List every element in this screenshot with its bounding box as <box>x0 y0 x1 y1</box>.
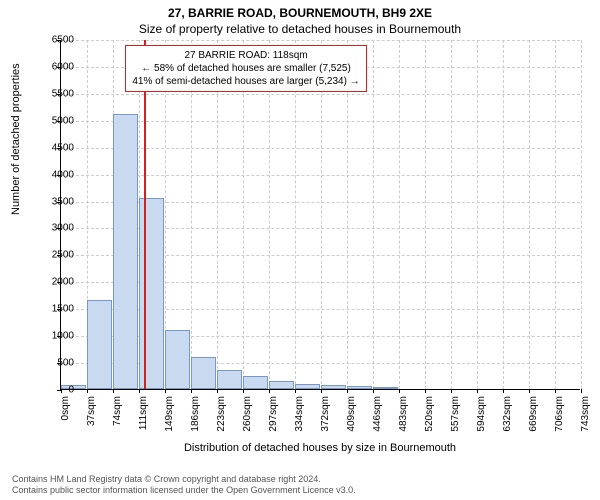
ytick-label: 2000 <box>34 277 74 288</box>
xtick-label: 37sqm <box>86 396 97 436</box>
gridline-vertical <box>555 40 556 389</box>
histogram-bar <box>191 357 216 389</box>
xtick-label: 520sqm <box>424 396 435 436</box>
xtick-label: 260sqm <box>242 396 253 436</box>
gridline-vertical <box>503 40 504 389</box>
histogram-bar <box>321 385 346 389</box>
xtick-mark <box>451 389 452 393</box>
xtick-label: 483sqm <box>398 396 409 436</box>
histogram-bar <box>113 114 138 389</box>
xtick-label: 446sqm <box>372 396 383 436</box>
gridline-vertical <box>581 40 582 389</box>
xtick-label: 632sqm <box>502 396 513 436</box>
y-axis-label: Number of detached properties <box>10 63 22 215</box>
xtick-label: 372sqm <box>320 396 331 436</box>
info-box-line2: ← 58% of detached houses are smaller (7,… <box>132 62 359 75</box>
plot-area: 27 BARRIE ROAD: 118sqm← 58% of detached … <box>60 40 580 390</box>
ytick-label: 3000 <box>34 223 74 234</box>
gridline-vertical <box>529 40 530 389</box>
xtick-label: 743sqm <box>580 396 591 436</box>
xtick-label: 297sqm <box>268 396 279 436</box>
ytick-label: 6500 <box>34 35 74 46</box>
info-box-line3: 41% of semi-detached houses are larger (… <box>132 75 359 88</box>
xtick-mark <box>269 389 270 393</box>
xtick-label: 669sqm <box>528 396 539 436</box>
xtick-label: 74sqm <box>112 396 123 436</box>
ytick-label: 4500 <box>34 142 74 153</box>
gridline-vertical <box>425 40 426 389</box>
property-info-box: 27 BARRIE ROAD: 118sqm← 58% of detached … <box>125 45 366 92</box>
histogram-bar <box>243 376 268 389</box>
gridline-vertical <box>373 40 374 389</box>
xtick-label: 706sqm <box>554 396 565 436</box>
xtick-mark <box>295 389 296 393</box>
xtick-label: 186sqm <box>190 396 201 436</box>
xtick-mark <box>477 389 478 393</box>
xtick-mark <box>555 389 556 393</box>
histogram-bar <box>165 330 190 389</box>
xtick-label: 111sqm <box>138 396 149 436</box>
histogram-bar <box>295 384 321 389</box>
xtick-label: 594sqm <box>476 396 487 436</box>
xtick-mark <box>399 389 400 393</box>
xtick-mark <box>217 389 218 393</box>
xtick-label: 409sqm <box>346 396 357 436</box>
histogram-bar <box>347 386 372 389</box>
xtick-mark <box>425 389 426 393</box>
histogram-bar <box>373 387 398 389</box>
histogram-bar <box>269 381 294 389</box>
info-box-line1: 27 BARRIE ROAD: 118sqm <box>132 49 359 62</box>
gridline-vertical <box>451 40 452 389</box>
xtick-mark <box>87 389 88 393</box>
xtick-mark <box>503 389 504 393</box>
histogram-bar <box>87 300 112 389</box>
histogram-bar <box>217 370 242 389</box>
chart-title-line2: Size of property relative to detached ho… <box>0 22 600 36</box>
xtick-mark <box>113 389 114 393</box>
gridline-vertical <box>399 40 400 389</box>
xtick-label: 334sqm <box>294 396 305 436</box>
chart-title-line1: 27, BARRIE ROAD, BOURNEMOUTH, BH9 2XE <box>0 6 600 20</box>
ytick-label: 3500 <box>34 196 74 207</box>
xtick-mark <box>373 389 374 393</box>
xtick-mark <box>529 389 530 393</box>
ytick-label: 2500 <box>34 250 74 261</box>
ytick-label: 1500 <box>34 304 74 315</box>
ytick-label: 6000 <box>34 61 74 72</box>
xtick-mark <box>165 389 166 393</box>
xtick-label: 223sqm <box>216 396 227 436</box>
xtick-mark <box>139 389 140 393</box>
xtick-label: 0sqm <box>60 396 71 436</box>
ytick-label: 1000 <box>34 331 74 342</box>
histogram-bar <box>139 198 165 389</box>
ytick-label: 4000 <box>34 169 74 180</box>
footer-line2: Contains public sector information licen… <box>12 485 356 496</box>
xtick-mark <box>243 389 244 393</box>
xtick-mark <box>191 389 192 393</box>
ytick-label: 0 <box>34 385 74 396</box>
footer-attribution: Contains HM Land Registry data © Crown c… <box>12 474 356 496</box>
x-axis-label: Distribution of detached houses by size … <box>60 442 580 454</box>
xtick-mark <box>581 389 582 393</box>
ytick-label: 5500 <box>34 88 74 99</box>
footer-line1: Contains HM Land Registry data © Crown c… <box>12 474 356 485</box>
xtick-label: 557sqm <box>450 396 461 436</box>
ytick-label: 500 <box>34 358 74 369</box>
xtick-mark <box>347 389 348 393</box>
xtick-label: 149sqm <box>164 396 175 436</box>
gridline-vertical <box>477 40 478 389</box>
xtick-mark <box>321 389 322 393</box>
ytick-label: 5000 <box>34 115 74 126</box>
